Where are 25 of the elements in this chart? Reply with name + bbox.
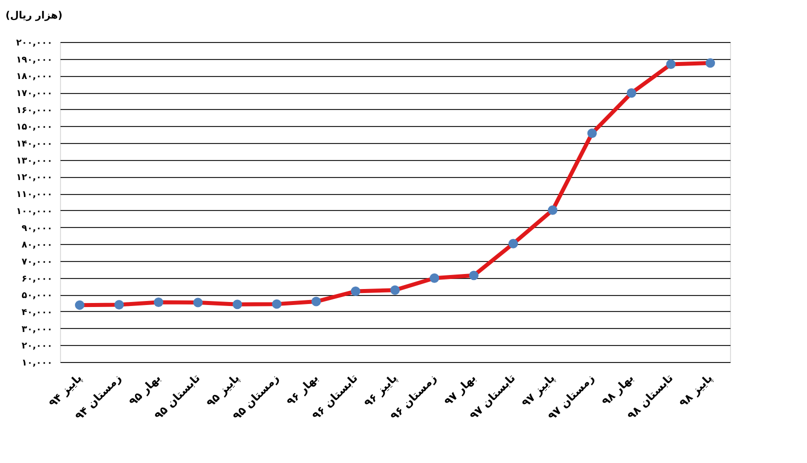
y-tick-label: ۲۰۰,۰۰۰ <box>16 38 52 48</box>
y-tick-label: ۱۳۰,۰۰۰ <box>16 156 52 166</box>
y-tick-label: ۱۰۰,۰۰۰ <box>16 206 52 217</box>
y-tick-label: ۴۰,۰۰۰ <box>22 308 52 318</box>
y-tick-label: ۱۲۰,۰۰۰ <box>16 173 52 184</box>
y-tick-label: ۵۰,۰۰۰ <box>22 291 52 302</box>
x-tick-label: بهار ۹۶ <box>284 372 321 408</box>
y-tick-label: ۹۰,۰۰۰ <box>22 224 52 234</box>
y-axis-title: (هزار ریال) <box>6 10 62 22</box>
y-tick-label: ۱۱۰,۰۰۰ <box>16 190 52 200</box>
y-tick-label: ۸۰,۰۰۰ <box>22 240 52 251</box>
y-tick-label: ۳۰,۰۰۰ <box>22 324 52 335</box>
y-tick-label: ۷۰,۰۰۰ <box>22 257 52 268</box>
y-tick-label: ۱۷۰,۰۰۰ <box>16 89 52 100</box>
y-tick-label: ۲۰,۰۰۰ <box>22 342 52 352</box>
y-tick-label: ۱۸۰,۰۰۰ <box>16 72 52 82</box>
y-tick-label: ۶۰,۰۰۰ <box>22 274 52 284</box>
y-tick-label: ۱۹۰,۰۰۰ <box>16 55 52 66</box>
x-tick-label: بهار ۹۸ <box>599 372 636 408</box>
y-tick-label: ۱۰,۰۰۰ <box>22 358 52 368</box>
y-tick-label: ۱۵۰,۰۰۰ <box>16 122 52 133</box>
x-tick-label: بهار ۹۵ <box>126 372 164 408</box>
x-tick-label: پاییز ۹۸ <box>676 372 716 410</box>
y-tick-label: ۱۶۰,۰۰۰ <box>16 106 52 116</box>
y-tick-label: ۱۴۰,۰۰۰ <box>16 140 52 150</box>
